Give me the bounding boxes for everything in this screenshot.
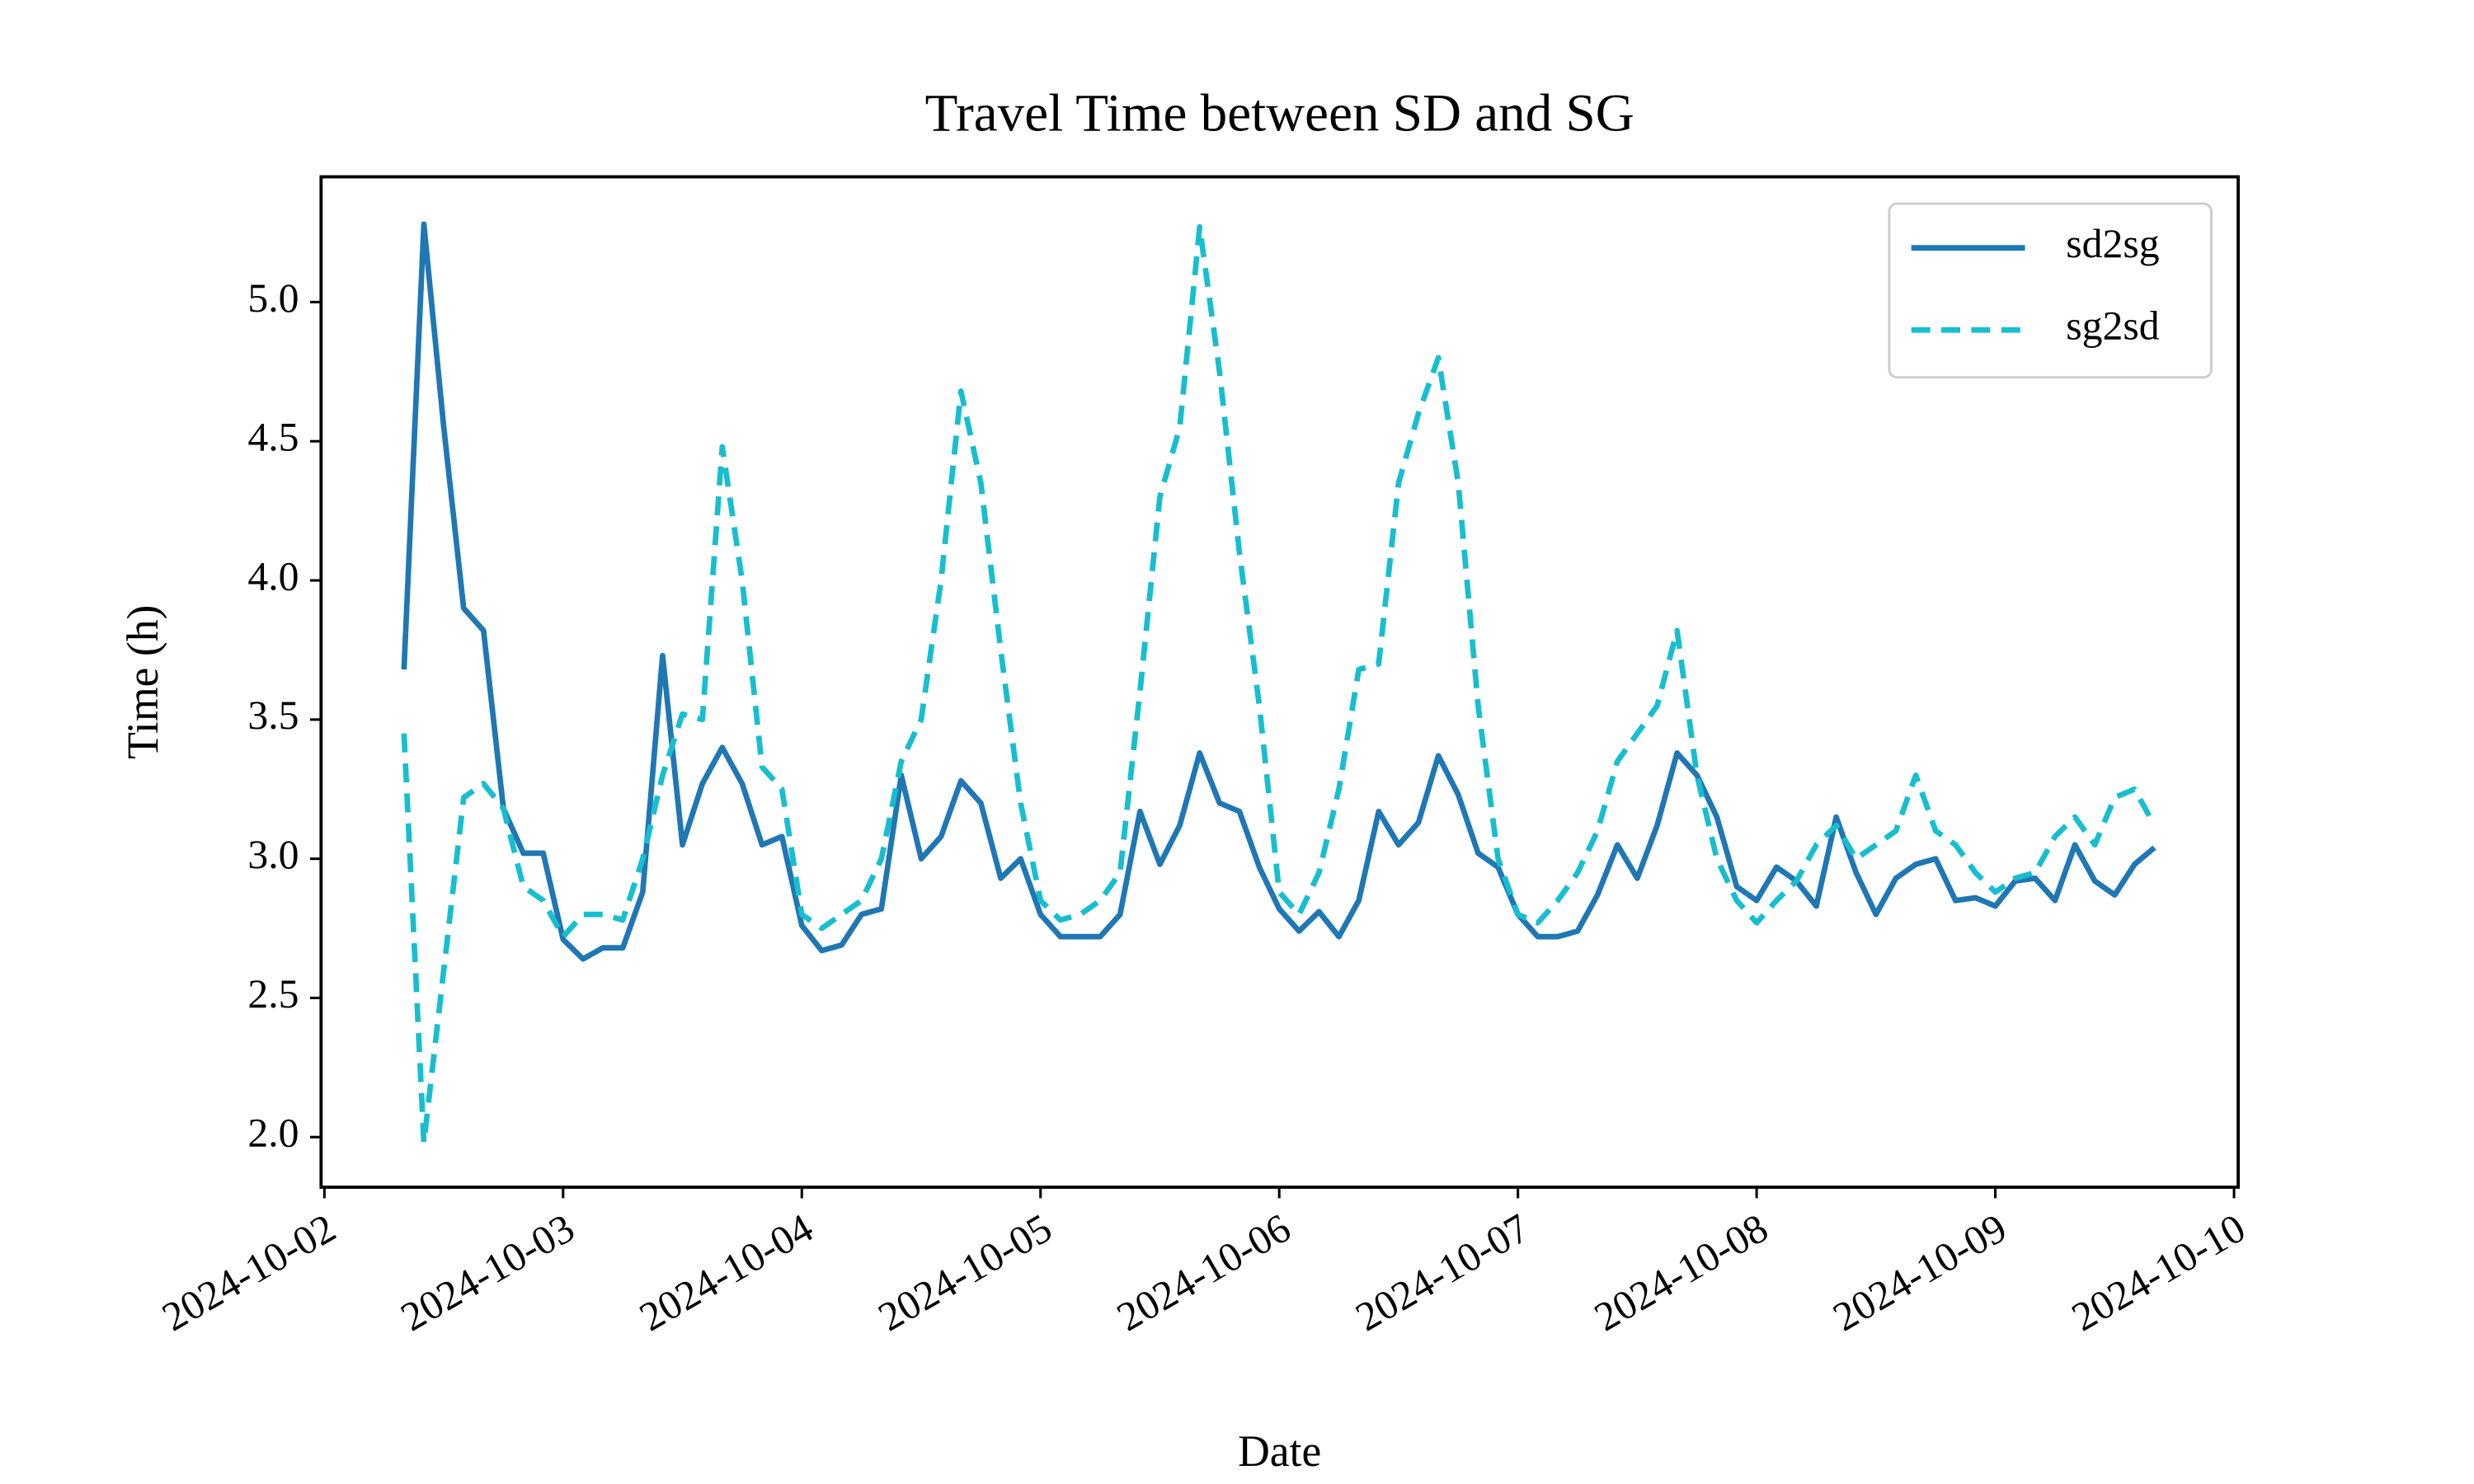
plot-frame <box>319 175 2240 1189</box>
x-axis-label: Date <box>1238 1426 1321 1476</box>
y-axis-label: Time (h) <box>118 605 167 759</box>
y-tick-label: 2.5 <box>247 971 299 1017</box>
y-tick-label: 4.0 <box>247 553 299 599</box>
chart-title: Travel Time between SD and SG <box>925 84 1634 143</box>
series-line <box>401 223 2157 1146</box>
y-tick-label: 2.0 <box>247 1111 299 1156</box>
y-tick-label: 3.0 <box>247 832 299 877</box>
legend-label: sg2sd <box>2066 303 2159 349</box>
legend: sd2sg sg2sd <box>1888 202 2213 379</box>
y-tick-label: 4.5 <box>247 415 299 460</box>
y-tick-label: 5.0 <box>247 275 299 321</box>
legend-box <box>1888 202 2213 379</box>
y-tick-label: 3.5 <box>247 693 299 738</box>
series-line <box>401 221 2157 962</box>
legend-label: sd2sg <box>2066 221 2159 266</box>
